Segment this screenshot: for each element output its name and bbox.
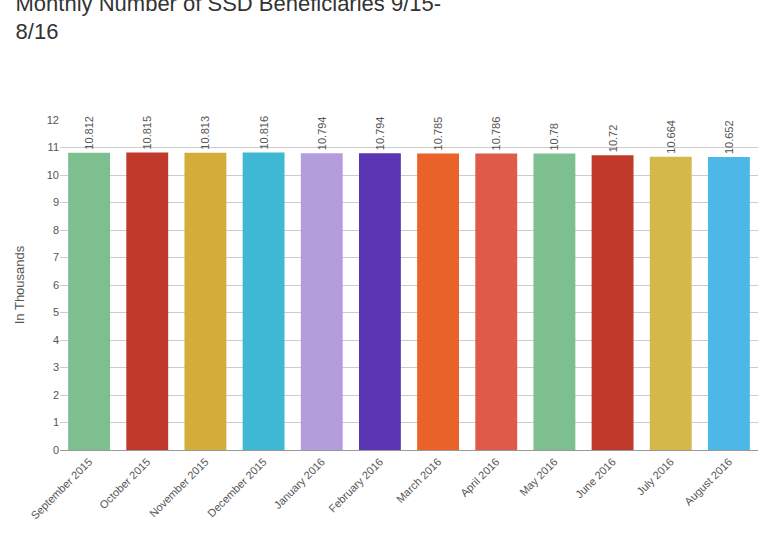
svg-text:July 2016: July 2016 [634, 456, 676, 498]
svg-text:6: 6 [53, 279, 59, 291]
svg-text:10.816: 10.816 [258, 116, 270, 150]
svg-text:4: 4 [53, 334, 59, 346]
svg-text:October 2015: October 2015 [97, 456, 153, 512]
svg-text:3: 3 [53, 361, 59, 373]
svg-text:10.785: 10.785 [432, 117, 444, 151]
svg-text:2: 2 [53, 389, 59, 401]
svg-text:10.794: 10.794 [316, 117, 328, 151]
svg-text:10.794: 10.794 [374, 117, 386, 151]
svg-text:May 2016: May 2016 [517, 456, 560, 499]
svg-text:8: 8 [53, 224, 59, 236]
svg-text:12: 12 [47, 114, 59, 126]
svg-text:10.72: 10.72 [607, 125, 619, 153]
svg-text:7: 7 [53, 251, 59, 263]
svg-text:10: 10 [47, 169, 59, 181]
svg-text:10.664: 10.664 [665, 120, 677, 154]
svg-text:10.813: 10.813 [199, 116, 211, 150]
svg-text:1: 1 [53, 416, 59, 428]
svg-text:10.78: 10.78 [548, 123, 560, 151]
svg-text:September 2015: September 2015 [28, 456, 94, 522]
svg-text:10.786: 10.786 [490, 117, 502, 151]
svg-text:February 2016: February 2016 [326, 456, 385, 515]
svg-text:0: 0 [53, 444, 59, 456]
svg-text:In Thousands: In Thousands [12, 245, 27, 324]
svg-text:December 2015: December 2015 [205, 456, 269, 520]
svg-text:5: 5 [53, 306, 59, 318]
svg-text:10.815: 10.815 [141, 116, 153, 150]
svg-text:April 2016: April 2016 [458, 456, 502, 500]
svg-text:10.812: 10.812 [83, 116, 95, 150]
svg-text:9: 9 [53, 196, 59, 208]
svg-text:January 2016: January 2016 [271, 456, 327, 512]
svg-text:Monthly Number of SSD Benefici: Monthly Number of SSD Beneficiaries 9/15… [16, 0, 442, 44]
svg-text:March 2016: March 2016 [394, 456, 444, 506]
svg-text:August 2016: August 2016 [682, 456, 734, 508]
svg-text:11: 11 [48, 141, 59, 153]
svg-text:June 2016: June 2016 [573, 456, 618, 501]
svg-text:November 2015: November 2015 [147, 456, 211, 520]
svg-text:10.652: 10.652 [723, 120, 735, 154]
